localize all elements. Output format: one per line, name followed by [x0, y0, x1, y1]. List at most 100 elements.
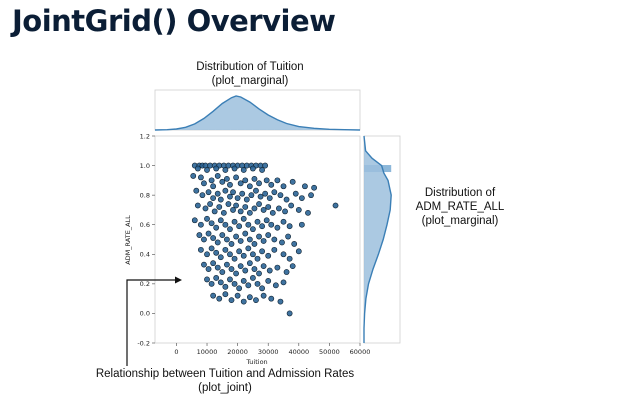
scatter-point: [208, 245, 215, 252]
scatter-point: [222, 221, 229, 228]
scatter-point: [277, 192, 284, 199]
scatter-point: [276, 205, 282, 212]
scatter-point: [222, 187, 229, 194]
scatter-point: [292, 190, 299, 197]
scatter-point: [239, 190, 246, 197]
scatter-point: [194, 165, 201, 172]
scatter-point: [216, 204, 223, 210]
scatter-point: [245, 282, 252, 289]
scatter-point: [205, 266, 212, 272]
scatter-point: [256, 270, 262, 277]
scatter-point: [280, 251, 287, 258]
scatter-point: [242, 230, 249, 237]
scatter-point: [266, 267, 273, 274]
scatter-point: [298, 195, 305, 201]
y-tick-label: 0.6: [140, 221, 150, 229]
scatter-point: [201, 236, 207, 243]
y-tick-label: 0.8: [140, 191, 150, 199]
marginal-y-annotation: Distribution of ADM_RATE_ALL (plot_margi…: [395, 186, 525, 228]
scatter-point: [224, 236, 230, 243]
scatter-point: [279, 239, 285, 246]
joint-annotation-connector: [126, 279, 176, 366]
scatter-point: [246, 260, 253, 267]
scatter-point: [214, 264, 221, 271]
scatter-point: [271, 236, 278, 243]
scatter-point: [251, 241, 258, 247]
scatter-point: [213, 275, 220, 281]
scatter-point: [210, 235, 217, 241]
scatter-point: [246, 183, 253, 190]
marginal-x-plot: [154, 89, 361, 131]
marginal-x-annotation: Distribution of Tuition (plot_marginal): [160, 60, 340, 88]
scatter-point: [216, 295, 223, 302]
scatter-point: [259, 285, 265, 292]
y-tick-label: 0.0: [140, 310, 150, 318]
scatter-point: [242, 204, 249, 210]
x-tick-label: 50000: [319, 348, 340, 356]
scatter-point: [289, 178, 296, 185]
scatter-point: [250, 251, 256, 258]
scatter-point: [236, 248, 243, 255]
scatter-point: [231, 165, 238, 172]
scatter-point: [201, 180, 207, 187]
scatter-point: [233, 270, 239, 277]
scatter-point: [256, 201, 262, 207]
scatter-point: [222, 167, 229, 173]
scatter-point: [291, 241, 298, 247]
scatter-point: [204, 167, 210, 173]
scatter-point: [295, 248, 302, 255]
scatter-point: [225, 201, 232, 207]
scatter-point: [286, 223, 293, 230]
scatter-point: [237, 208, 244, 215]
scatter-point: [282, 208, 288, 215]
x-tick-label: 10000: [197, 348, 218, 356]
scatter-point: [259, 248, 265, 255]
annotation-line: Distribution of Tuition: [196, 61, 304, 73]
scatter-point: [217, 254, 224, 261]
x-tick-label: 0: [174, 348, 178, 356]
scatter-point: [280, 183, 287, 190]
annotation-line: (plot_marginal): [211, 75, 289, 87]
scatter-point: [207, 201, 213, 207]
scatter-point: [230, 189, 236, 196]
scatter-point: [254, 255, 261, 262]
marginal-x-density-line: [154, 95, 361, 131]
scatter-point: [277, 298, 284, 305]
scatter-point: [268, 181, 275, 188]
scatter-point: [204, 251, 210, 258]
scatter-point: [214, 190, 221, 197]
scatter-point: [253, 297, 259, 304]
scatter-point: [242, 267, 249, 274]
scatter-point: [213, 165, 220, 172]
scatter-point: [251, 205, 258, 212]
annotation-line: Relationship between Tuition and Admissi…: [95, 368, 355, 380]
scatter-point: [236, 285, 243, 292]
scatter-point: [259, 223, 265, 230]
scatter-point: [208, 177, 215, 184]
scatter-point: [197, 246, 204, 253]
scatter-point: [233, 174, 239, 181]
scatter-point: [305, 209, 311, 216]
scatter-point: [227, 276, 233, 283]
marginal-y-plot: [363, 135, 401, 344]
scatter-point: [262, 162, 269, 169]
scatter-point: [217, 196, 224, 203]
scatter-point: [219, 178, 226, 185]
scatter-point: [245, 221, 252, 228]
scatter-point: [248, 192, 255, 199]
y-tick-label: 0.4: [140, 251, 150, 259]
scatter-point: [222, 283, 229, 290]
scatter-point: [220, 209, 227, 216]
scatter-point: [257, 193, 264, 200]
scatter-point: [194, 202, 201, 209]
scatter-point: [271, 189, 278, 196]
scatter-point: [224, 261, 230, 268]
scatter-point: [210, 183, 217, 190]
scatter-point: [286, 310, 293, 317]
scatter-point: [197, 174, 204, 181]
scatter-point: [285, 233, 291, 240]
annotation-arrows: [126, 276, 182, 366]
x-axis-label: Tuition: [245, 358, 267, 366]
y-tick-label: 1.2: [140, 132, 150, 140]
